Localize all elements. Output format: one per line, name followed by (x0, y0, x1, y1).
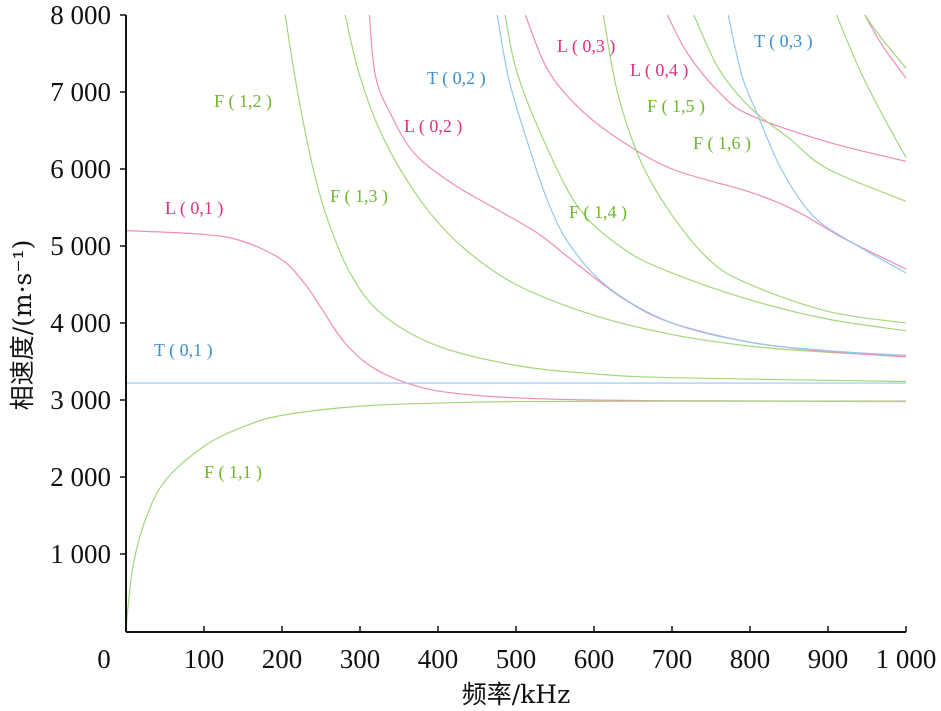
label-F13: F ( 1,3 ) (330, 186, 388, 207)
curve-T02 (496, 14, 907, 356)
label-T03: T ( 0,3 ) (754, 31, 813, 52)
x-tick-label: 300 (340, 644, 381, 674)
curve-labels: L ( 0,1 ) F ( 1,1 ) T ( 0,1 ) F ( 1,2 ) … (154, 31, 813, 483)
label-L04: L ( 0,4 ) (630, 60, 688, 81)
label-F11: F ( 1,1 ) (204, 462, 262, 483)
curve-F13 (344, 14, 907, 357)
label-L01: L ( 0,1 ) (165, 198, 223, 219)
label-F14: F ( 1,4 ) (569, 202, 627, 223)
x-tick-label: 400 (418, 644, 459, 674)
y-tick-label: 3 000 (50, 385, 111, 415)
curve-F14 (504, 14, 907, 332)
y-tick-label: 4 000 (50, 308, 111, 338)
x-tick-label: 700 (652, 644, 693, 674)
y-tick-label: 1 000 (50, 539, 111, 569)
x-tick-label: 1 000 (876, 644, 937, 674)
x-ticks: 0 100 200 300 400 500 600 700 800 900 1 000 (97, 626, 936, 674)
label-F12: F ( 1,2 ) (214, 91, 272, 112)
label-L03: L ( 0,3 ) (557, 36, 615, 57)
label-L02: L ( 0,2 ) (404, 116, 462, 137)
y-tick-label: 7 000 (50, 77, 111, 107)
y-tick-label: 2 000 (50, 462, 111, 492)
curve-F17 (836, 14, 907, 158)
curve-F18 (864, 14, 907, 69)
label-T02: T ( 0,2 ) (427, 68, 486, 89)
curve-F12 (284, 14, 907, 383)
label-T01: T ( 0,1 ) (154, 340, 213, 361)
y-tick-label: 6 000 (50, 154, 111, 184)
x-tick-label: 900 (808, 644, 849, 674)
x-axis-title: 频率/kHz (462, 680, 571, 709)
x-tick-label: 0 (97, 644, 111, 674)
curve-F11 (125, 400, 907, 632)
curve-L01 (125, 230, 907, 402)
label-F16: F ( 1,6 ) (693, 133, 751, 154)
y-tick-label: 5 000 (50, 231, 111, 261)
curve-L03 (524, 14, 907, 270)
x-tick-label: 200 (262, 644, 303, 674)
x-tick-label: 500 (496, 644, 537, 674)
y-axis-title: 相速度/(m·s⁻¹) (8, 240, 37, 411)
x-tick-label: 100 (184, 644, 225, 674)
curves (125, 14, 907, 632)
curve-T03 (727, 14, 907, 274)
curve-F16 (693, 14, 907, 202)
y-ticks: 1 000 2 000 3 000 4 000 5 000 6 000 7 000 8 000 (50, 0, 126, 569)
x-tick-label: 800 (730, 644, 771, 674)
x-tick-label: 600 (574, 644, 615, 674)
curve-L04 (666, 14, 907, 162)
curve-L05 (864, 14, 907, 79)
curve-F15 (602, 14, 907, 324)
y-tick-label: 8 000 (50, 0, 111, 30)
label-F15: F ( 1,5 ) (647, 96, 705, 117)
